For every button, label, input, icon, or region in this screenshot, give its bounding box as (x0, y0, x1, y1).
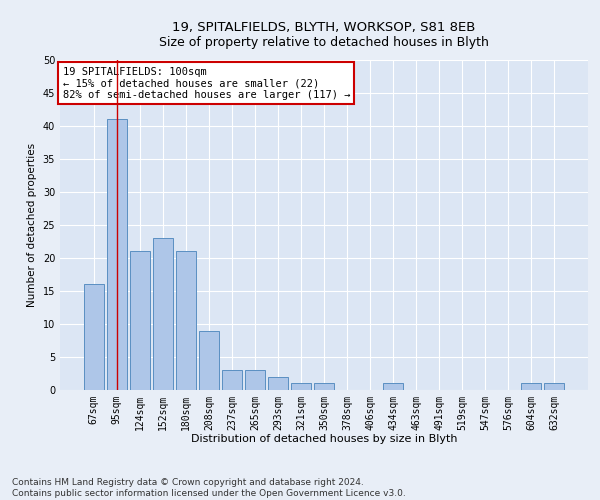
Bar (176, 252, 196, 390)
Bar (84, 284, 104, 390)
Bar (314, 384, 334, 390)
Bar (130, 252, 149, 390)
X-axis label: Distribution of detached houses by size in Blyth: Distribution of detached houses by size … (191, 434, 457, 444)
Bar (544, 384, 564, 390)
Bar (107, 120, 127, 390)
Text: 19, SPITALFIELDS, BLYTH, WORKSOP, S81 8EB: 19, SPITALFIELDS, BLYTH, WORKSOP, S81 8E… (172, 21, 476, 34)
Bar (222, 370, 242, 390)
Bar (291, 384, 311, 390)
Text: 19 SPITALFIELDS: 100sqm
← 15% of detached houses are smaller (22)
82% of semi-de: 19 SPITALFIELDS: 100sqm ← 15% of detache… (62, 66, 350, 100)
Bar (268, 377, 288, 390)
Text: Size of property relative to detached houses in Blyth: Size of property relative to detached ho… (159, 36, 489, 49)
Text: Contains HM Land Registry data © Crown copyright and database right 2024.
Contai: Contains HM Land Registry data © Crown c… (12, 478, 406, 498)
Bar (245, 370, 265, 390)
Bar (383, 384, 403, 390)
Bar (199, 330, 218, 390)
Bar (521, 384, 541, 390)
Y-axis label: Number of detached properties: Number of detached properties (27, 143, 37, 307)
Bar (153, 238, 173, 390)
